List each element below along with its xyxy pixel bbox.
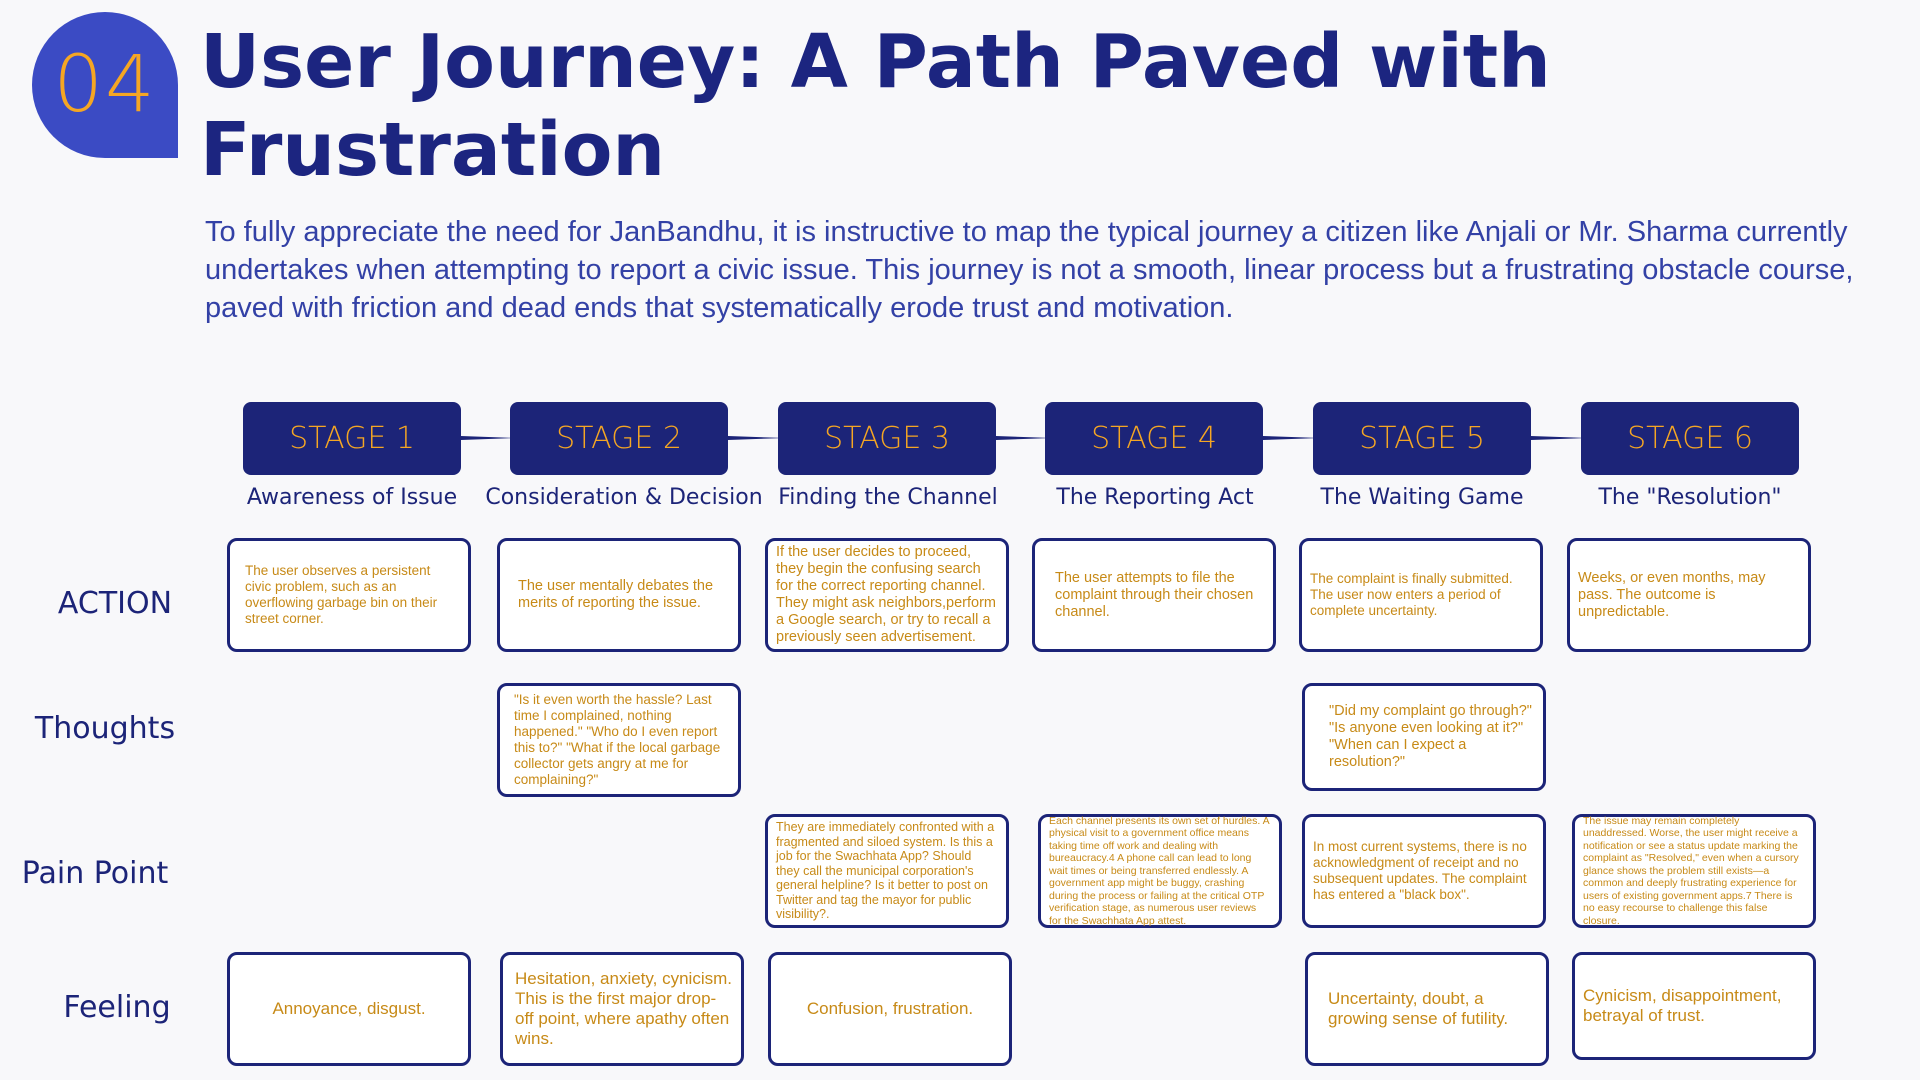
- feeling-card-stage-1: Annoyance, disgust.: [227, 952, 471, 1066]
- row-label-feeling: Feeling: [63, 990, 171, 1025]
- stage-1-name: Awareness of Issue: [246, 485, 458, 510]
- page-title: User Journey: A Path Paved with Frustrat…: [200, 19, 1551, 193]
- stage-6-box: STAGE 6: [1581, 402, 1799, 475]
- action-card-stage-6: Weeks, or even months, may pass. The out…: [1567, 538, 1811, 652]
- action-card-stage-5: The complaint is finally submitted. The …: [1299, 538, 1543, 652]
- stage-1-box: STAGE 1: [243, 402, 461, 475]
- stage-2-name: Consideration & Decision: [485, 485, 763, 510]
- stage-5-box: STAGE 5: [1313, 402, 1531, 475]
- stage-6-name: The "Resolution": [1598, 485, 1782, 510]
- feeling-card-stage-2: Hesitation, anxiety, cynicism. This is t…: [500, 952, 744, 1066]
- stage-connector: [1263, 436, 1313, 440]
- row-label-pain-point: Pain Point: [21, 856, 169, 891]
- stage-4-box: STAGE 4: [1045, 402, 1263, 475]
- stage-header-row: STAGE 1 STAGE 2 STAGE 3 STAGE 4 STAGE 5 …: [0, 402, 1920, 477]
- row-label-thoughts: Thoughts: [34, 711, 176, 746]
- feeling-card-stage-6: Cynicism, disappointment, betrayal of tr…: [1572, 952, 1816, 1060]
- stage-4-name: The Reporting Act: [1056, 485, 1254, 510]
- thoughts-card-stage-2: "Is it even worth the hassle? Last time …: [497, 683, 741, 797]
- action-card-stage-3: If the user decides to proceed, they beg…: [765, 538, 1009, 652]
- feeling-card-stage-3: Confusion, frustration.: [768, 952, 1012, 1066]
- pain-card-stage-6: The issue may remain completely unaddres…: [1572, 814, 1816, 928]
- stage-2-box: STAGE 2: [510, 402, 728, 475]
- row-label-action: ACTION: [57, 586, 173, 621]
- action-card-stage-2: The user mentally debates the merits of …: [497, 538, 741, 652]
- section-number-badge: 04: [32, 12, 178, 158]
- action-card-stage-4: The user attempts to file the complaint …: [1032, 538, 1276, 652]
- stage-connector: [728, 436, 778, 440]
- stage-3-box: STAGE 3: [778, 402, 996, 475]
- pain-card-stage-4: Each channel presents its own set of hur…: [1038, 814, 1282, 928]
- stage-3-name: Finding the Channel: [778, 485, 998, 510]
- stage-5-name: The Waiting Game: [1320, 485, 1524, 510]
- stage-connector: [1531, 436, 1581, 440]
- thoughts-card-stage-5: "Did my complaint go through?" "Is anyon…: [1302, 683, 1546, 791]
- pain-card-stage-3: They are immediately confronted with a f…: [765, 814, 1009, 928]
- intro-paragraph: To fully appreciate the need for JanBand…: [205, 216, 1854, 324]
- pain-card-stage-5: In most current systems, there is no ack…: [1302, 814, 1546, 928]
- feeling-card-stage-5: Uncertainty, doubt, a growing sense of f…: [1305, 952, 1549, 1066]
- action-card-stage-1: The user observes a persistent civic pro…: [227, 538, 471, 652]
- stage-connector: [996, 436, 1045, 440]
- section-number: 04: [53, 40, 157, 130]
- stage-connector: [461, 436, 510, 440]
